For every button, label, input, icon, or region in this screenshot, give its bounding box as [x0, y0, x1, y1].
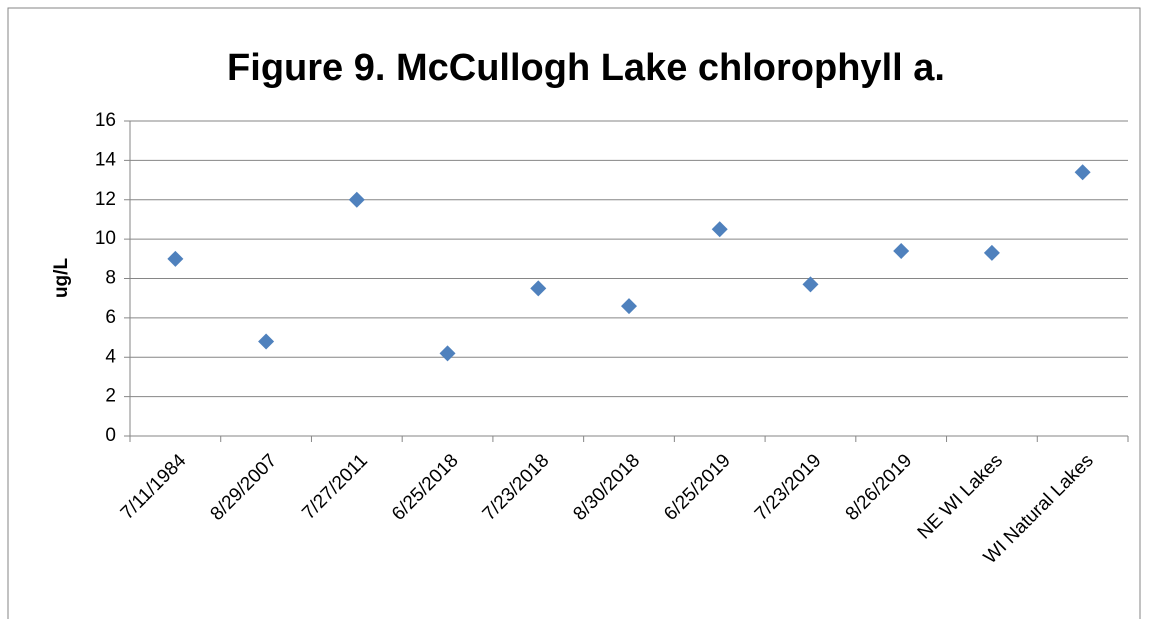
y-tick-label: 10 — [95, 228, 116, 249]
y-tick-label: 4 — [105, 346, 116, 367]
y-tick-label: 8 — [105, 268, 116, 289]
chart-frame — [7, 7, 1141, 619]
marker — [530, 280, 547, 297]
y-tick-label: 12 — [95, 189, 116, 210]
marker — [983, 244, 1000, 261]
y-tick-label: 6 — [105, 307, 116, 328]
chart-title: Figure 9. McCullogh Lake chlorophyll a. — [227, 47, 945, 89]
y-tick-label: 16 — [95, 110, 116, 131]
y-axis-label: ug/L — [51, 258, 72, 298]
y-tick-label: 0 — [105, 425, 116, 446]
marker — [1074, 164, 1091, 181]
marker — [348, 191, 365, 208]
marker — [621, 298, 637, 315]
y-tick-label: 2 — [105, 386, 116, 407]
y-tick-label: 14 — [95, 149, 117, 170]
marker — [258, 333, 275, 350]
marker — [439, 345, 456, 362]
marker — [167, 250, 184, 267]
marker — [802, 276, 819, 293]
marker — [711, 221, 728, 238]
marker — [893, 242, 910, 259]
